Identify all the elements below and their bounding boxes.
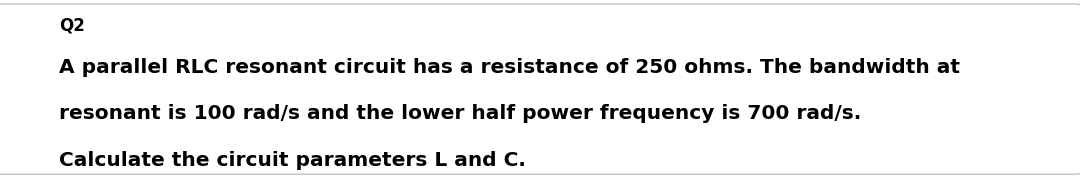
Text: A parallel RLC resonant circuit has a resistance of 250 ohms. The bandwidth at: A parallel RLC resonant circuit has a re… <box>59 58 960 77</box>
Text: Q2: Q2 <box>59 16 85 34</box>
Text: resonant is 100 rad/s and the lower half power frequency is 700 rad/s.: resonant is 100 rad/s and the lower half… <box>59 104 862 123</box>
FancyBboxPatch shape <box>0 4 1080 174</box>
Text: Calculate the circuit parameters L and C.: Calculate the circuit parameters L and C… <box>59 151 526 170</box>
